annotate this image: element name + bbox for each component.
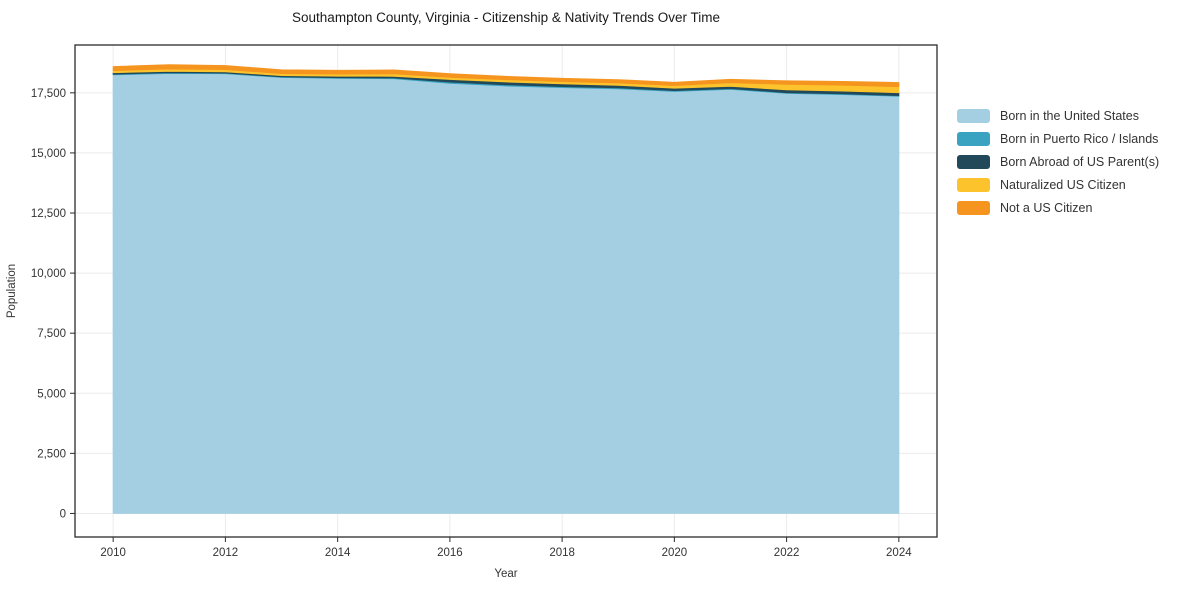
x-tick-label: 2018 — [549, 547, 575, 559]
legend-item[interactable]: Born in Puerto Rico / Islands — [957, 127, 1159, 150]
legend-label: Born in Puerto Rico / Islands — [1000, 131, 1159, 146]
legend-item[interactable]: Naturalized US Citizen — [957, 173, 1159, 196]
y-tick-label: 0 — [60, 508, 66, 520]
area-series — [112, 64, 900, 514]
y-tick-label: 5,000 — [37, 388, 66, 400]
x-tick-label: 2024 — [886, 547, 912, 559]
axis-ticks: 2010 2012 2014 2016 2018 2020 2022 2024 0 2,500 5,… — [31, 88, 912, 559]
legend-label: Born in the United States — [1000, 108, 1139, 123]
y-tick-label: 12,500 — [31, 208, 66, 220]
legend-item[interactable]: Born Abroad of US Parent(s) — [957, 150, 1159, 173]
legend-swatch-icon — [957, 177, 990, 192]
x-tick-label: 2014 — [325, 547, 351, 559]
y-tick-label: 15,000 — [31, 148, 66, 160]
legend-label: Naturalized US Citizen — [1000, 177, 1126, 192]
x-tick-label: 2010 — [100, 547, 126, 559]
y-tick-label: 2,500 — [37, 448, 66, 460]
x-tick-label: 2012 — [213, 547, 239, 559]
x-axis-title: Year — [494, 568, 517, 580]
x-tick-label: 2020 — [662, 547, 688, 559]
legend-swatch-icon — [957, 108, 990, 123]
plot-frame — [74, 44, 938, 538]
y-tick-label: 10,000 — [31, 268, 66, 280]
y-tick-label: 17,500 — [31, 88, 66, 100]
legend-swatch-icon — [957, 154, 990, 169]
y-axis-title: Population — [6, 264, 18, 318]
legend-swatch-icon — [957, 131, 990, 146]
y-tick-label: 7,500 — [37, 328, 66, 340]
x-tick-label: 2022 — [774, 547, 800, 559]
legend: Born in the United States Born in Puerto … — [957, 104, 1159, 219]
legend-swatch-icon — [957, 200, 990, 215]
legend-item[interactable]: Not a US Citizen — [957, 196, 1159, 219]
x-tick-label: 2016 — [437, 547, 463, 559]
chart-title: Southampton County, Virginia - Citizensh… — [292, 10, 720, 25]
legend-label: Born Abroad of US Parent(s) — [1000, 154, 1160, 169]
legend-item[interactable]: Born in the United States — [957, 104, 1159, 127]
legend-label: Not a US Citizen — [1000, 200, 1093, 215]
